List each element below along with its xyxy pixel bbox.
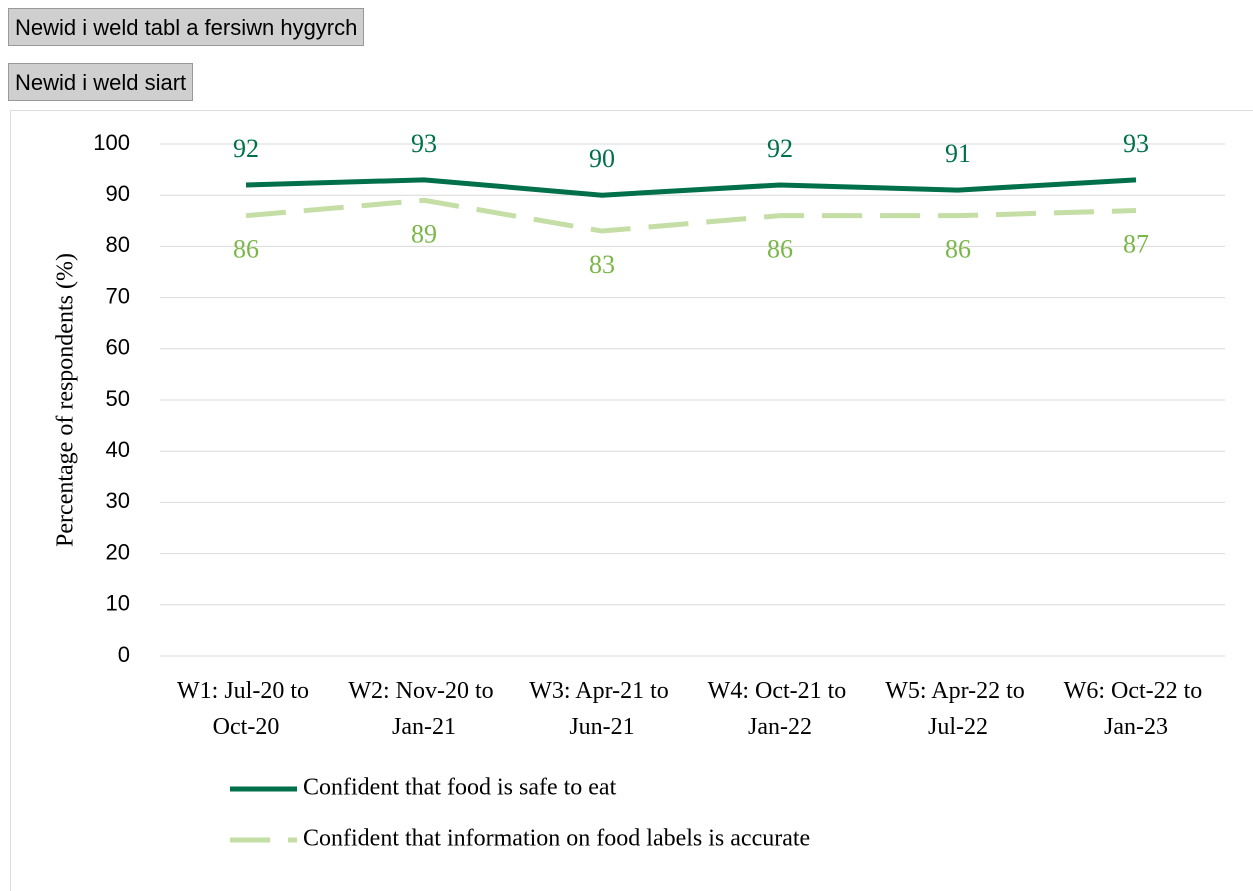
y-tick-label: 100 [93, 130, 130, 155]
x-tick-label: W4: Oct-21 to Jan-22 [708, 678, 853, 740]
line-series [245, 197, 1137, 234]
y-tick-label: 10 [106, 591, 130, 616]
legend-label: Confident that information on food label… [303, 826, 810, 852]
data-label: 93 [411, 129, 437, 158]
data-label: 89 [411, 219, 437, 248]
y-tick-label: 40 [106, 437, 130, 462]
y-tick-label: 0 [118, 642, 130, 667]
x-tick-label: W1: Jul-20 to Oct-20 [177, 678, 315, 740]
y-axis-title: Percentage of respondents (%) [53, 253, 79, 547]
y-tick-label: 60 [106, 335, 130, 360]
data-label: 86 [233, 235, 259, 264]
chart: Percentage of respondents (%) 0 10 20 30 40 5… [53, 129, 1225, 852]
data-label: 83 [589, 250, 615, 279]
y-tick-label: 70 [106, 283, 130, 308]
data-label: 93 [1123, 129, 1149, 158]
x-tick-label: W5: Apr-22 to Jul-22 [885, 678, 1031, 740]
chart-frame [10, 110, 1253, 891]
page: Newid i weld tabl a fersiwn hygyrch Newi… [8, 8, 1253, 891]
y-tick-label: 20 [106, 539, 130, 564]
y-tick-label: 80 [106, 232, 130, 257]
data-label: 86 [945, 235, 971, 264]
x-tick-label: W3: Apr-21 to Jun-21 [529, 678, 675, 740]
data-label: 90 [589, 144, 615, 173]
chart-button[interactable]: Newid i weld siart [8, 63, 194, 101]
legend-label: Confident that food is safe to eat [303, 775, 617, 801]
line-series [245, 177, 1137, 198]
data-label: 86 [767, 235, 793, 264]
x-tick-label: W6: Oct-22 to Jan-23 [1064, 678, 1209, 740]
data-label: 92 [233, 134, 259, 163]
y-tick-label: 90 [106, 181, 130, 206]
x-tick-label: W2: Nov-20 to Jan-21 [348, 678, 499, 740]
y-tick-label: 50 [106, 386, 130, 411]
table-button[interactable]: Newid i weld tabl a fersiwn hygyrch [8, 8, 365, 46]
y-tick-label: 30 [106, 488, 130, 513]
data-label: 91 [945, 139, 971, 168]
data-label: 87 [1123, 230, 1149, 259]
data-label: 92 [767, 134, 793, 163]
